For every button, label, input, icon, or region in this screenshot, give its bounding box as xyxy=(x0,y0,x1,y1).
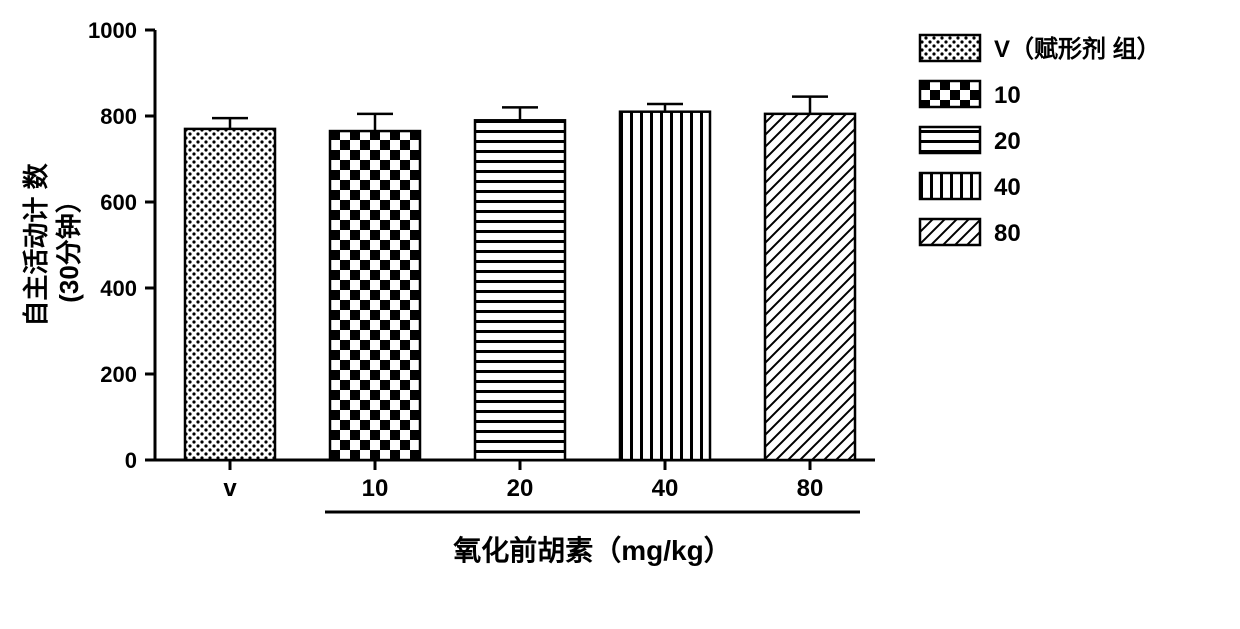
bar xyxy=(765,114,855,460)
legend-label: V（赋形剂 组） xyxy=(994,35,1161,63)
y-tick-label: 400 xyxy=(100,276,137,301)
chart-container: 0 200 400 600 800 1000 v 10 20 40 80 V（赋形剂 组） 10 20… xyxy=(0,0,1240,629)
bar xyxy=(330,131,420,460)
x-tick-label: 20 xyxy=(507,475,534,502)
legend-swatch xyxy=(920,35,980,61)
bars-group xyxy=(185,97,855,460)
x-tick-label: 80 xyxy=(797,475,824,502)
legend: V（赋形剂 组） 10 20 40 80 xyxy=(920,35,1161,247)
legend-swatch xyxy=(920,127,980,153)
x-tick-label: 10 xyxy=(362,475,389,502)
bar xyxy=(620,112,710,460)
y-axis-title: 自主活动计 数 xyxy=(21,162,51,326)
y-tick-label: 0 xyxy=(125,448,137,473)
y-tick-label: 600 xyxy=(100,190,137,215)
bar xyxy=(475,120,565,460)
legend-label: 40 xyxy=(994,174,1021,201)
y-ticks: 0 200 400 600 800 1000 xyxy=(88,18,155,473)
x-axis-title: 氧化前胡素（mg/kg） xyxy=(453,534,731,566)
bar-chart: 0 200 400 600 800 1000 v 10 20 40 80 V（赋形剂 组） 10 20… xyxy=(0,0,1240,629)
x-ticks: v 10 20 40 80 xyxy=(223,460,860,512)
legend-swatch xyxy=(920,173,980,199)
x-tick-label: 40 xyxy=(652,475,679,502)
y-axis-title-2: (30分钟） xyxy=(54,187,84,303)
legend-swatch xyxy=(920,219,980,245)
x-tick-label: v xyxy=(223,475,237,502)
legend-label: 10 xyxy=(994,82,1021,109)
legend-swatch xyxy=(920,81,980,107)
legend-label: 80 xyxy=(994,220,1021,247)
bar xyxy=(185,129,275,460)
legend-label: 20 xyxy=(994,128,1021,155)
y-tick-label: 800 xyxy=(100,104,137,129)
y-tick-label: 1000 xyxy=(88,18,137,43)
y-tick-label: 200 xyxy=(100,362,137,387)
